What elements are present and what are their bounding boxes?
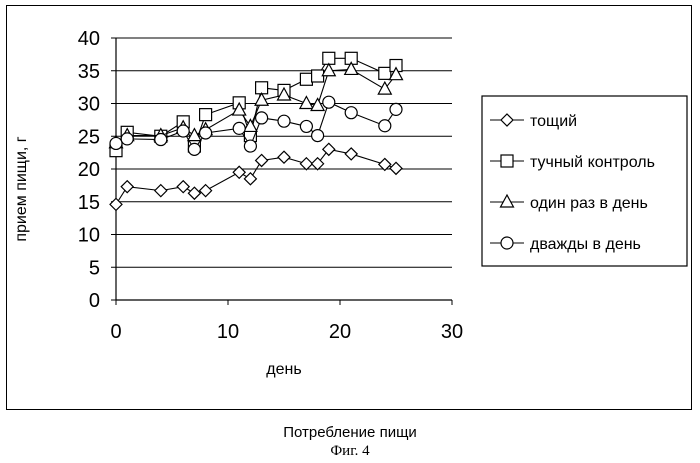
- legend-marker-square: [501, 155, 513, 167]
- data-point-diamond: [177, 181, 189, 193]
- legend-label: тучный контроль: [530, 154, 655, 171]
- legend-label: тощий: [530, 113, 577, 130]
- data-point-circle: [379, 120, 391, 132]
- y-tick-label-40: 40: [78, 28, 100, 50]
- data-point-circle: [121, 133, 133, 145]
- figure-caption: Потребление пищи: [0, 424, 700, 441]
- data-point-diamond: [312, 158, 324, 170]
- data-point-diamond: [256, 154, 268, 166]
- data-point-circle: [155, 134, 167, 146]
- data-point-diamond: [244, 173, 256, 185]
- figure-number: Фиг. 4: [0, 443, 700, 460]
- data-point-diamond: [323, 143, 335, 155]
- y-tick-label-20: 20: [78, 159, 100, 181]
- data-point-circle: [188, 143, 200, 155]
- x-tick-label-10: 10: [217, 321, 239, 343]
- data-point-diamond: [345, 148, 357, 160]
- data-point-square: [379, 67, 391, 79]
- data-point-diamond: [300, 158, 312, 170]
- y-tick-label-0: 0: [89, 290, 100, 312]
- data-point-circle: [200, 127, 212, 139]
- data-point-diamond: [278, 151, 290, 163]
- y-tick-label-30: 30: [78, 94, 100, 116]
- legend: тощий тучный контроль один раз в день дважд…: [482, 96, 687, 266]
- data-point-diamond: [188, 187, 200, 199]
- legend-label: один раз в день: [530, 195, 648, 212]
- y-tick-label-25: 25: [78, 126, 100, 148]
- data-point-circle: [300, 120, 312, 132]
- legend-label: дважды в день: [530, 236, 641, 253]
- data-point-diamond: [233, 166, 245, 178]
- data-point-circle: [278, 115, 290, 127]
- series-1: [110, 143, 402, 210]
- data-point-diamond: [121, 181, 133, 193]
- y-axis-label: прием пищи, г: [13, 136, 30, 241]
- data-point-circle: [390, 103, 402, 115]
- y-tick-label-5: 5: [89, 257, 100, 279]
- x-tick-label-20: 20: [329, 321, 351, 343]
- data-point-circle: [323, 96, 335, 108]
- data-point-circle: [110, 137, 122, 149]
- data-point-diamond: [110, 198, 122, 210]
- data-point-circle: [256, 112, 268, 124]
- data-point-diamond: [390, 162, 402, 174]
- data-point-circle: [233, 122, 245, 134]
- data-point-triangle: [300, 97, 313, 109]
- y-tick-label-10: 10: [78, 225, 100, 247]
- data-point-square: [200, 109, 212, 121]
- data-point-circle: [345, 107, 357, 119]
- x-axis-label: день: [266, 361, 301, 378]
- data-point-circle: [177, 125, 189, 137]
- x-tick-label-0: 0: [110, 321, 121, 343]
- data-point-square: [300, 73, 312, 85]
- x-tick-label-30: 30: [441, 321, 463, 343]
- data-point-circle: [244, 140, 256, 152]
- data-point-diamond: [200, 185, 212, 197]
- data-point-circle: [312, 130, 324, 142]
- legend-marker-circle: [501, 237, 513, 249]
- data-point-diamond: [155, 185, 167, 197]
- y-tick-label-35: 35: [78, 61, 100, 83]
- y-tick-label-15: 15: [78, 192, 100, 214]
